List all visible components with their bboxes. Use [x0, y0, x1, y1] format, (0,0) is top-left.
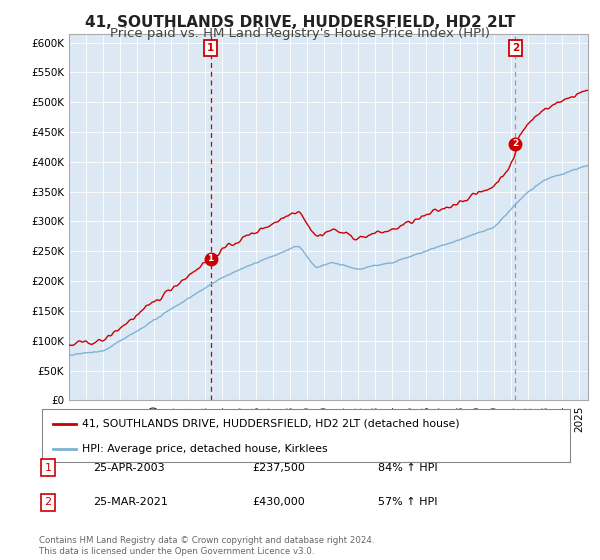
Text: 2: 2 — [512, 43, 519, 53]
Text: 2: 2 — [512, 139, 518, 148]
Text: 41, SOUTHLANDS DRIVE, HUDDERSFIELD, HD2 2LT: 41, SOUTHLANDS DRIVE, HUDDERSFIELD, HD2 … — [85, 15, 515, 30]
Text: Contains HM Land Registry data © Crown copyright and database right 2024.
This d: Contains HM Land Registry data © Crown c… — [39, 536, 374, 556]
Text: 41, SOUTHLANDS DRIVE, HUDDERSFIELD, HD2 2LT (detached house): 41, SOUTHLANDS DRIVE, HUDDERSFIELD, HD2 … — [82, 419, 459, 429]
Text: 2: 2 — [44, 497, 52, 507]
Text: 1: 1 — [207, 43, 214, 53]
Text: 57% ↑ HPI: 57% ↑ HPI — [378, 497, 437, 507]
Text: 1: 1 — [44, 463, 52, 473]
Text: HPI: Average price, detached house, Kirklees: HPI: Average price, detached house, Kirk… — [82, 444, 327, 454]
Text: 84% ↑ HPI: 84% ↑ HPI — [378, 463, 437, 473]
Text: 25-APR-2003: 25-APR-2003 — [93, 463, 164, 473]
Text: £430,000: £430,000 — [252, 497, 305, 507]
Text: 1: 1 — [208, 254, 214, 263]
Text: Price paid vs. HM Land Registry's House Price Index (HPI): Price paid vs. HM Land Registry's House … — [110, 27, 490, 40]
Text: £237,500: £237,500 — [252, 463, 305, 473]
Text: 25-MAR-2021: 25-MAR-2021 — [93, 497, 168, 507]
